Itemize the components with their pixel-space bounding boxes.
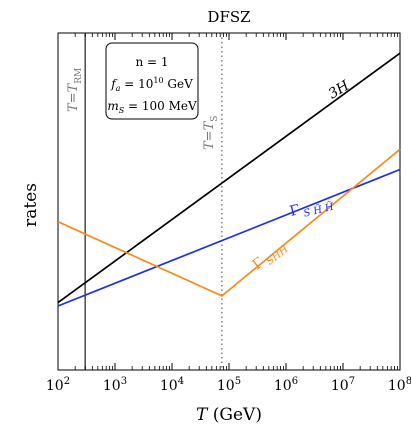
series-label-3h: 3H	[326, 77, 353, 102]
annotation-line-n: n = 1	[135, 55, 168, 69]
x-tick-label: 102	[46, 376, 70, 394]
series-3h	[57, 52, 401, 304]
x-axis-label: T (GeV)	[196, 405, 262, 425]
y-axis-label: rates	[21, 183, 41, 227]
series-gamma-s-htilde-htilde	[57, 168, 401, 307]
vertical-line-label-t-rm: T=TRM	[66, 68, 84, 112]
x-tick-label: 106	[274, 376, 298, 394]
annotation-box	[105, 42, 199, 120]
annotation-line-fa: fa = 1010 GeV	[110, 76, 193, 93]
vertical-line-label-t-s: T=TS	[202, 116, 220, 150]
x-tick-label: 105	[217, 376, 241, 394]
series-gamma-shh	[57, 148, 401, 297]
chart-title: DFSZ	[207, 8, 250, 26]
x-tick-label: 104	[160, 376, 184, 394]
x-tick-label: 103	[103, 376, 127, 394]
x-tick-label: 108	[388, 376, 411, 394]
x-tick-label: 107	[331, 376, 355, 394]
annotation-line-ms: mS = 100 MeV	[107, 99, 197, 115]
